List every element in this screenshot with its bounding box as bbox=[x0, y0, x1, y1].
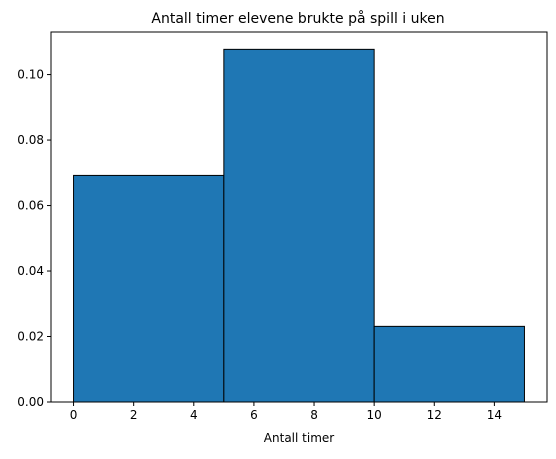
histogram-bar-2 bbox=[373, 325, 525, 403]
y-tick-label-1: 0.02 bbox=[17, 330, 44, 344]
x-tick-label-5: 10 bbox=[367, 408, 382, 422]
x-tick-label-0: 0 bbox=[70, 408, 78, 422]
x-tick-label-1: 2 bbox=[130, 408, 138, 422]
x-tick-label-4: 8 bbox=[310, 408, 318, 422]
x-axis: 0 2 4 6 8 10 12 14 bbox=[70, 402, 502, 422]
x-tick-label-2: 4 bbox=[190, 408, 198, 422]
bars-layer bbox=[73, 48, 525, 403]
x-tick-label-6: 12 bbox=[427, 408, 442, 422]
x-tick-label-7: 14 bbox=[487, 408, 502, 422]
x-tick-label-3: 6 bbox=[250, 408, 258, 422]
plot-frame bbox=[50, 31, 548, 403]
y-tick-label-3: 0.06 bbox=[17, 199, 44, 213]
histogram-bar-1 bbox=[223, 48, 375, 403]
histogram-bar-0 bbox=[73, 174, 225, 403]
y-tick-label-4: 0.08 bbox=[17, 133, 44, 147]
y-tick-label-2: 0.04 bbox=[17, 264, 44, 278]
y-axis: 0.00 0.02 0.04 0.06 0.08 0.10 bbox=[17, 68, 51, 409]
x-axis-label: Antall timer bbox=[264, 431, 334, 445]
chart-title: Antall timer elevene brukte på spill i u… bbox=[151, 10, 444, 27]
y-tick-label-0: 0.00 bbox=[17, 395, 44, 409]
y-tick-label-5: 0.10 bbox=[17, 68, 44, 82]
